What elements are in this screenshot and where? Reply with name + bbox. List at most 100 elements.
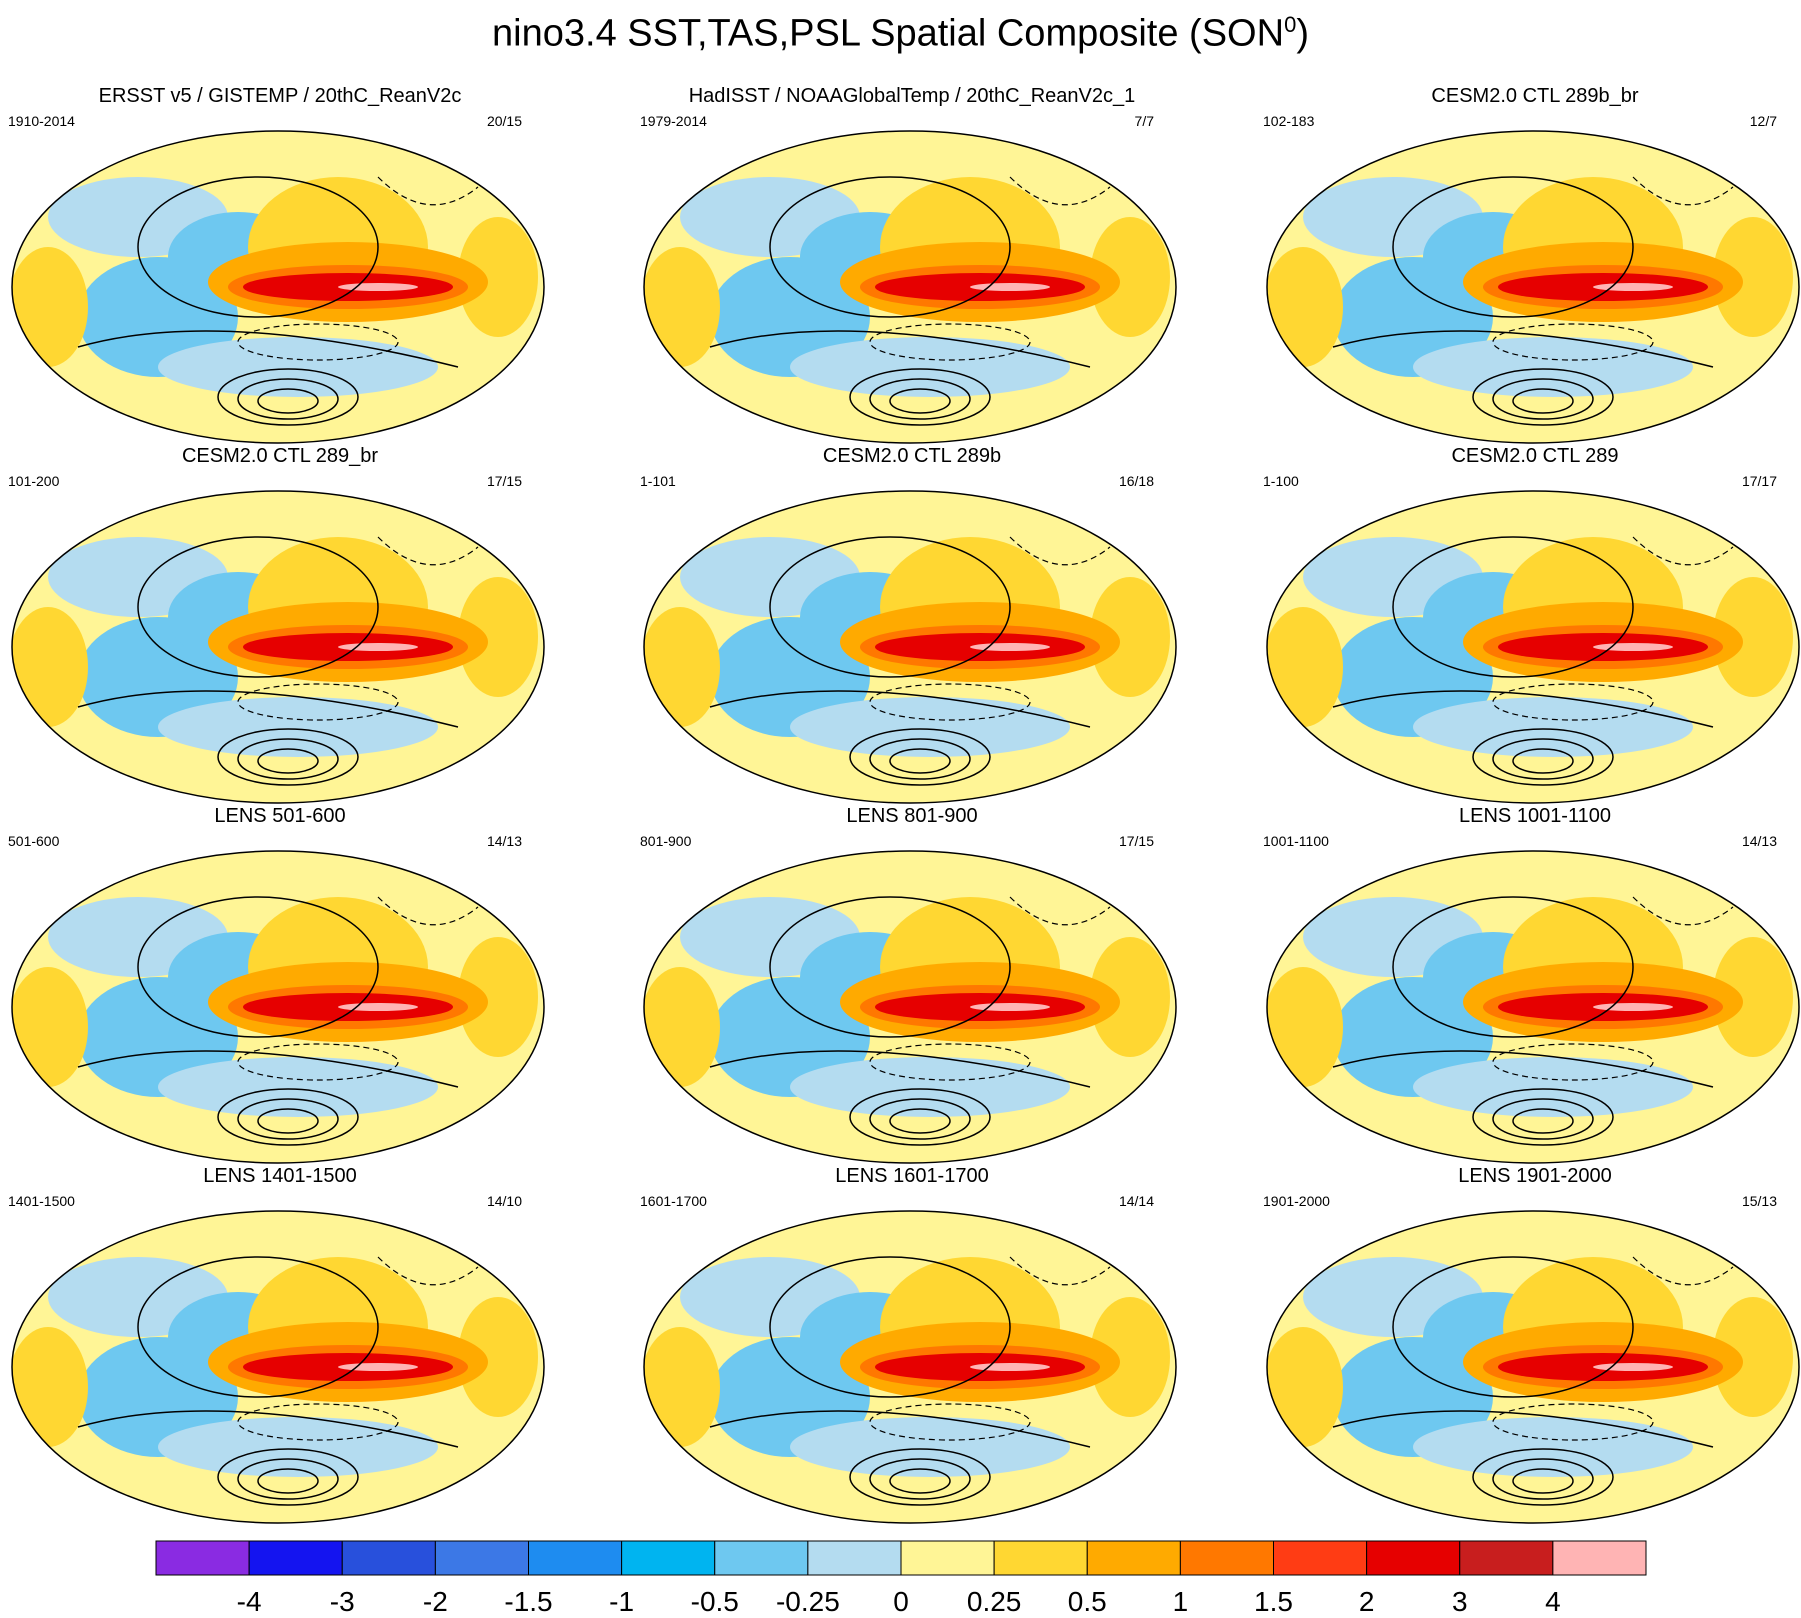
colorbar-tick-label: 1.5: [1254, 1586, 1293, 1617]
panel-event-count: 14/13: [1741, 833, 1777, 849]
map-border: [1266, 130, 1800, 444]
colorbar-segment: [341, 1540, 436, 1576]
warm-anomaly-region: [1593, 283, 1673, 291]
psl-contours: [709, 896, 1091, 1146]
warm-anomaly-region: [970, 643, 1050, 651]
warm-anomaly-region: [458, 1297, 538, 1417]
panel-title: LENS 1901-2000: [1458, 1165, 1612, 1187]
map-panel: ERSST v5 / GISTEMP / 20thC_ReanV2c 1910-2…: [0, 85, 560, 444]
world-map: [1266, 490, 1800, 804]
psl-contours: [77, 896, 459, 1146]
warm-anomaly-region: [1090, 217, 1170, 337]
warm-anomaly-region: [1267, 607, 1343, 727]
warm-anomaly-region: [970, 1363, 1050, 1371]
world-map: [11, 130, 545, 444]
warm-anomaly-region: [970, 1003, 1050, 1011]
map-border: [643, 130, 1177, 444]
map-panel: LENS 1001-1100 1001-1100 14/13: [1255, 805, 1801, 1164]
colorbar-segment: [528, 1540, 623, 1576]
warm-anomaly-region: [12, 607, 88, 727]
map-border: [11, 490, 545, 804]
colorbar-segment: [1366, 1540, 1461, 1576]
warm-anomaly-region: [338, 1003, 418, 1011]
warm-anomaly-region: [1267, 1327, 1343, 1447]
warm-anomaly-region: [458, 577, 538, 697]
map-panel: HadISST / NOAAGlobalTemp / 20thC_ReanV2c…: [632, 85, 1192, 444]
panel-year-range: 801-900: [640, 833, 692, 849]
warm-anomaly-region: [644, 1327, 720, 1447]
colorbar-segment: [1086, 1540, 1181, 1576]
colorbar-segment: [1273, 1540, 1368, 1576]
world-map: [11, 1210, 545, 1524]
warm-anomaly-region: [1593, 1003, 1673, 1011]
psl-contours-negative: [869, 176, 1111, 361]
psl-contours: [1332, 176, 1714, 426]
psl-contours-negative: [869, 896, 1111, 1081]
panel-title: CESM2.0 CTL 289b_br: [1431, 85, 1639, 107]
warm-anomaly-region: [1713, 937, 1793, 1057]
world-map: [1266, 1210, 1800, 1524]
panel-title: HadISST / NOAAGlobalTemp / 20thC_ReanV2c…: [688, 85, 1136, 107]
world-map: [643, 490, 1177, 804]
panel-year-range: 101-200: [8, 473, 60, 489]
panel-year-range: 1601-1700: [640, 1193, 707, 1209]
map-border: [11, 130, 545, 444]
map-border: [11, 1210, 545, 1524]
map-border: [643, 490, 1177, 804]
panel-event-count: 14/10: [486, 1193, 522, 1209]
world-map: [643, 1210, 1177, 1524]
warm-anomaly-region: [338, 1363, 418, 1371]
psl-contours-negative: [1492, 176, 1734, 361]
psl-contours: [709, 1256, 1091, 1506]
world-map: [643, 130, 1177, 444]
colorbar-segment: [621, 1540, 716, 1576]
warm-anomaly-region: [970, 283, 1050, 291]
warm-anomaly-region: [12, 1327, 88, 1447]
warm-anomaly-region: [338, 643, 418, 651]
colorbar-tick-label: 0: [893, 1586, 909, 1617]
colorbar-tick-label: -4: [236, 1586, 262, 1617]
map-panel: LENS 1601-1700 1601-1700 14/14: [632, 1165, 1192, 1524]
panel-year-range: 1979-2014: [640, 113, 707, 129]
psl-contours: [1332, 536, 1714, 786]
colorbar-tick-label: 0.25: [966, 1586, 1022, 1617]
colorbar-tick-label: -0.25: [775, 1586, 840, 1617]
colorbar-segment: [1459, 1540, 1554, 1576]
panel-title: LENS 1401-1500: [203, 1165, 357, 1187]
warm-anomaly-region: [1593, 1363, 1673, 1371]
warm-anomaly-region: [644, 967, 720, 1087]
world-map: [11, 490, 545, 804]
colorbar-segment: [993, 1540, 1088, 1576]
colorbar-tick-label: -1: [609, 1586, 635, 1617]
warm-anomaly-region: [338, 283, 418, 291]
map-border: [643, 1210, 1177, 1524]
world-map: [11, 850, 545, 1164]
panel-event-count: 14/13: [486, 833, 522, 849]
colorbar-segment: [434, 1540, 529, 1576]
figure-title: nino3.4 SST,TAS,PSL Spatial Composite (S…: [492, 12, 1309, 55]
psl-contours-negative: [1492, 536, 1734, 721]
map-panel: LENS 1901-2000 1901-2000 15/13: [1255, 1165, 1801, 1524]
warm-anomaly-region: [1090, 1297, 1170, 1417]
map-border: [1266, 1210, 1800, 1524]
warm-anomaly-region: [1713, 1297, 1793, 1417]
panel-event-count: 12/7: [1749, 113, 1777, 129]
panel-year-range: 1910-2014: [8, 113, 75, 129]
panel-year-range: 1001-1100: [1263, 833, 1329, 849]
warm-anomaly-region: [12, 967, 88, 1087]
psl-contours-negative: [1492, 896, 1734, 1081]
warm-anomaly-region: [1267, 967, 1343, 1087]
panel-title: LENS 801-900: [846, 805, 978, 827]
warm-anomaly-region: [458, 217, 538, 337]
panel-year-range: 1901-2000: [1263, 1193, 1330, 1209]
panel-year-range: 1401-1500: [8, 1193, 75, 1209]
psl-contours-negative: [237, 176, 479, 361]
panel-year-range: 1-101: [640, 473, 676, 489]
psl-contours-negative: [869, 1256, 1111, 1441]
panel-title: ERSST v5 / GISTEMP / 20thC_ReanV2c: [98, 85, 462, 107]
colorbar-tick-label: 1: [1172, 1586, 1189, 1617]
psl-contours: [77, 536, 459, 786]
panel-event-count: 7/7: [1134, 113, 1154, 129]
warm-anomaly-region: [644, 247, 720, 367]
panel-event-count: 16/18: [1118, 473, 1154, 489]
